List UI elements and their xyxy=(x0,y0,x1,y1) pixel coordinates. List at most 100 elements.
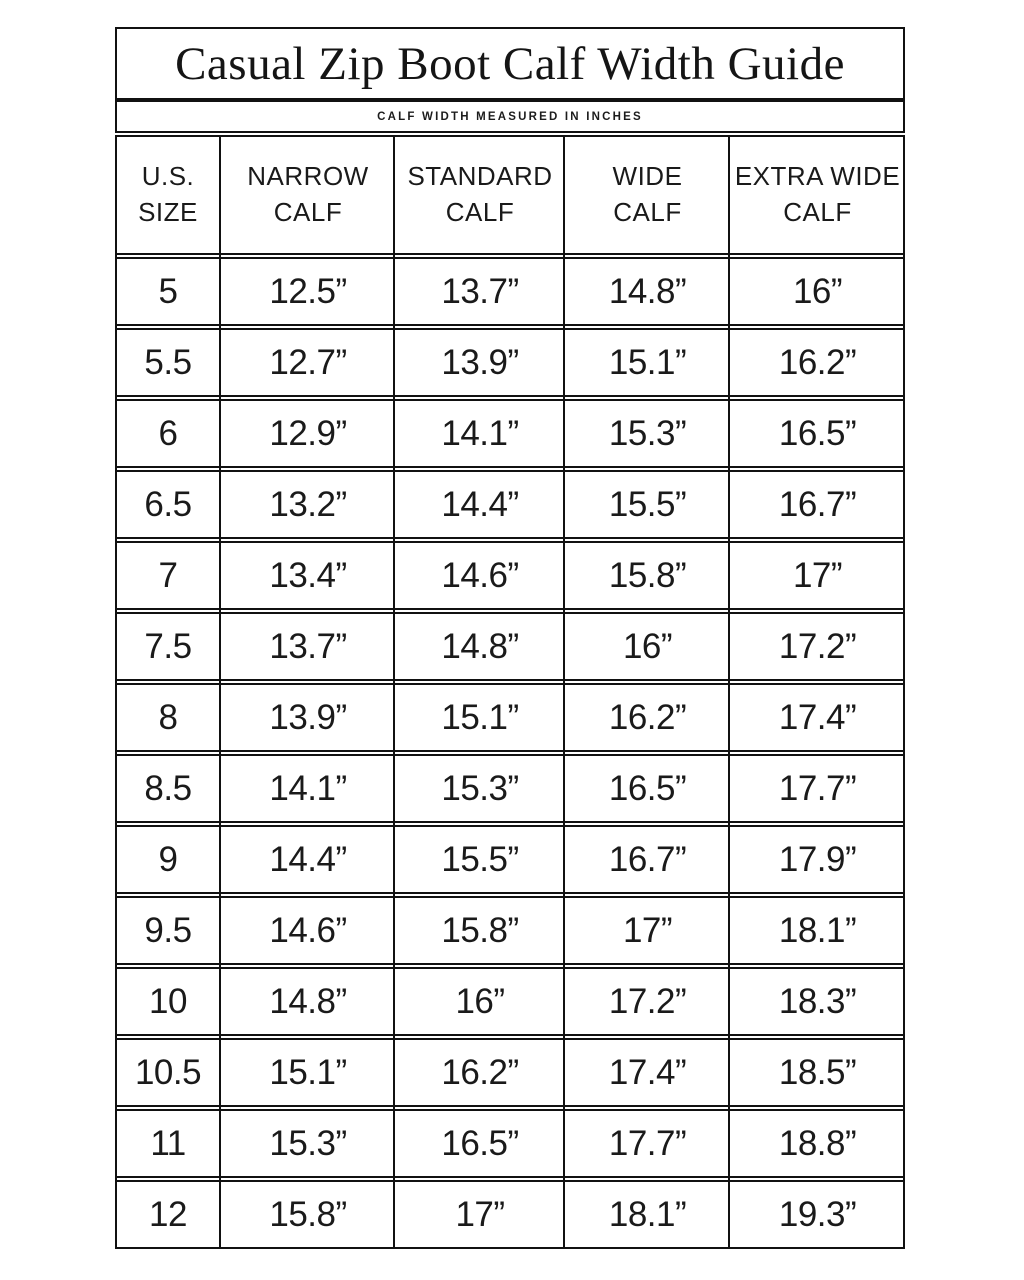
standard-calf-cell: 15.1” xyxy=(441,697,519,737)
wide-calf-cell: 16.7” xyxy=(608,839,687,879)
extra-wide-calf-cell: 17.4” xyxy=(778,697,857,737)
narrow-calf-cell: 13.2” xyxy=(269,484,347,524)
wide-calf-cell: 17” xyxy=(622,910,673,950)
table-row: 11 15.3” 16.5” 17.7” 18.8” xyxy=(115,1109,905,1178)
standard-calf-cell: 14.4” xyxy=(441,484,519,524)
table-subtitle: CALF WIDTH MEASURED IN INCHES xyxy=(377,110,643,123)
size-cell: 7.5 xyxy=(144,626,192,666)
narrow-calf-cell: 12.9” xyxy=(269,413,347,453)
standard-calf-cell: 13.9” xyxy=(441,342,519,382)
wide-calf-cell: 15.3” xyxy=(608,413,687,453)
wide-calf-cell: 18.1” xyxy=(608,1194,687,1234)
extra-wide-calf-cell: 19.3” xyxy=(778,1194,857,1234)
column-divider xyxy=(393,135,395,1249)
standard-calf-cell: 14.1” xyxy=(441,413,519,453)
standard-calf-cell: 16” xyxy=(455,981,505,1021)
column-divider xyxy=(563,135,565,1249)
column-header-label: SIZE xyxy=(138,197,198,227)
table-row: 5.5 12.7” 13.9” 15.1” 16.2” xyxy=(115,328,905,397)
narrow-calf-cell: 13.9” xyxy=(269,697,347,737)
table-outer-border-left xyxy=(115,135,117,1249)
narrow-calf-cell: 14.1” xyxy=(269,768,347,808)
extra-wide-calf-cell: 18.5” xyxy=(778,1052,857,1092)
table-row: 9 14.4” 15.5” 16.7” 17.9” xyxy=(115,825,905,894)
column-header-label: EXTRA WIDE xyxy=(734,161,901,192)
table-row: 8.5 14.1” 15.3” 16.5” 17.7” xyxy=(115,754,905,823)
size-cell: 9.5 xyxy=(144,910,192,950)
subtitle-box: CALF WIDTH MEASURED IN INCHES xyxy=(115,100,905,133)
extra-wide-calf-cell: 18.1” xyxy=(778,910,857,950)
narrow-calf-cell: 13.7” xyxy=(269,626,347,666)
wide-calf-cell: 16.2” xyxy=(608,697,687,737)
size-guide-table: Casual Zip Boot Calf Width Guide CALF WI… xyxy=(115,27,905,1249)
size-cell: 5.5 xyxy=(144,342,192,382)
table-grid: U.S. SIZE NARROW CALF STANDARD CALF WIDE… xyxy=(115,135,905,1249)
size-cell: 6 xyxy=(158,413,178,453)
table-header-row: U.S. SIZE NARROW CALF STANDARD CALF WIDE… xyxy=(115,135,905,255)
extra-wide-calf-cell: 18.3” xyxy=(778,981,857,1021)
size-cell: 10 xyxy=(149,981,187,1021)
column-header-label: NARROW xyxy=(247,161,369,192)
narrow-calf-cell: 15.1” xyxy=(269,1052,347,1092)
narrow-calf-cell: 14.4” xyxy=(269,839,347,879)
extra-wide-calf-cell: 17.7” xyxy=(778,768,857,808)
column-header-label: CALF xyxy=(783,197,852,227)
size-cell: 7 xyxy=(158,555,178,595)
standard-calf-cell: 15.3” xyxy=(441,768,519,808)
table-row: 7 13.4” 14.6” 15.8” 17” xyxy=(115,541,905,610)
size-cell: 10.5 xyxy=(134,1052,202,1092)
column-header-extra-wide-calf: EXTRA WIDE CALF xyxy=(730,137,905,253)
table-row: 7.5 13.7” 14.8” 16” 17.2” xyxy=(115,612,905,681)
extra-wide-calf-cell: 18.8” xyxy=(778,1123,857,1163)
column-header-label: CALF xyxy=(445,197,515,227)
extra-wide-calf-cell: 17.9” xyxy=(778,839,857,879)
wide-calf-cell: 17.7” xyxy=(608,1123,687,1163)
extra-wide-calf-cell: 17.2” xyxy=(778,626,857,666)
column-header-label: CALF xyxy=(273,197,343,227)
table-body: 5 12.5” 13.7” 14.8” 16” 5.5 12.7” 13.9” 15.1” 16.… xyxy=(115,257,905,1249)
extra-wide-calf-cell: 17” xyxy=(792,555,843,595)
wide-calf-cell: 17.4” xyxy=(608,1052,687,1092)
narrow-calf-cell: 14.6” xyxy=(269,910,347,950)
size-cell: 8 xyxy=(158,697,178,737)
standard-calf-cell: 16.5” xyxy=(441,1123,519,1163)
standard-calf-cell: 17” xyxy=(455,1194,505,1234)
table-row: 8 13.9” 15.1” 16.2” 17.4” xyxy=(115,683,905,752)
column-header-label: STANDARD xyxy=(407,161,553,192)
size-cell: 9 xyxy=(158,839,178,879)
standard-calf-cell: 15.8” xyxy=(441,910,519,950)
column-header-wide-calf: WIDE CALF xyxy=(565,137,730,253)
wide-calf-cell: 15.5” xyxy=(608,484,687,524)
size-cell: 12 xyxy=(149,1194,187,1234)
column-header-us-size: U.S. SIZE xyxy=(115,137,221,253)
narrow-calf-cell: 14.8” xyxy=(269,981,347,1021)
narrow-calf-cell: 12.7” xyxy=(269,342,347,382)
table-outer-border-right xyxy=(903,135,905,1249)
wide-calf-cell: 14.8” xyxy=(608,271,687,311)
page-title: Casual Zip Boot Calf Width Guide xyxy=(175,37,845,90)
extra-wide-calf-cell: 16.7” xyxy=(778,484,857,524)
narrow-calf-cell: 15.8” xyxy=(269,1194,347,1234)
standard-calf-cell: 13.7” xyxy=(441,271,519,311)
table-row: 10.5 15.1” 16.2” 17.4” 18.5” xyxy=(115,1038,905,1107)
wide-calf-cell: 17.2” xyxy=(608,981,687,1021)
standard-calf-cell: 14.8” xyxy=(441,626,519,666)
wide-calf-cell: 16” xyxy=(622,626,673,666)
wide-calf-cell: 16.5” xyxy=(608,768,687,808)
table-row: 9.5 14.6” 15.8” 17” 18.1” xyxy=(115,896,905,965)
wide-calf-cell: 15.8” xyxy=(608,555,687,595)
narrow-calf-cell: 13.4” xyxy=(269,555,347,595)
standard-calf-cell: 14.6” xyxy=(441,555,519,595)
column-header-label: CALF xyxy=(613,197,682,227)
table-row: 6.5 13.2” 14.4” 15.5” 16.7” xyxy=(115,470,905,539)
size-cell: 5 xyxy=(158,271,178,311)
column-header-label: U.S. xyxy=(141,161,195,192)
narrow-calf-cell: 12.5” xyxy=(269,271,347,311)
column-divider xyxy=(728,135,730,1249)
column-header-standard-calf: STANDARD CALF xyxy=(395,137,565,253)
column-header-label: WIDE xyxy=(612,161,683,192)
table-row: 12 15.8” 17” 18.1” 19.3” xyxy=(115,1180,905,1249)
table-row: 10 14.8” 16” 17.2” 18.3” xyxy=(115,967,905,1036)
size-cell: 6.5 xyxy=(144,484,192,524)
